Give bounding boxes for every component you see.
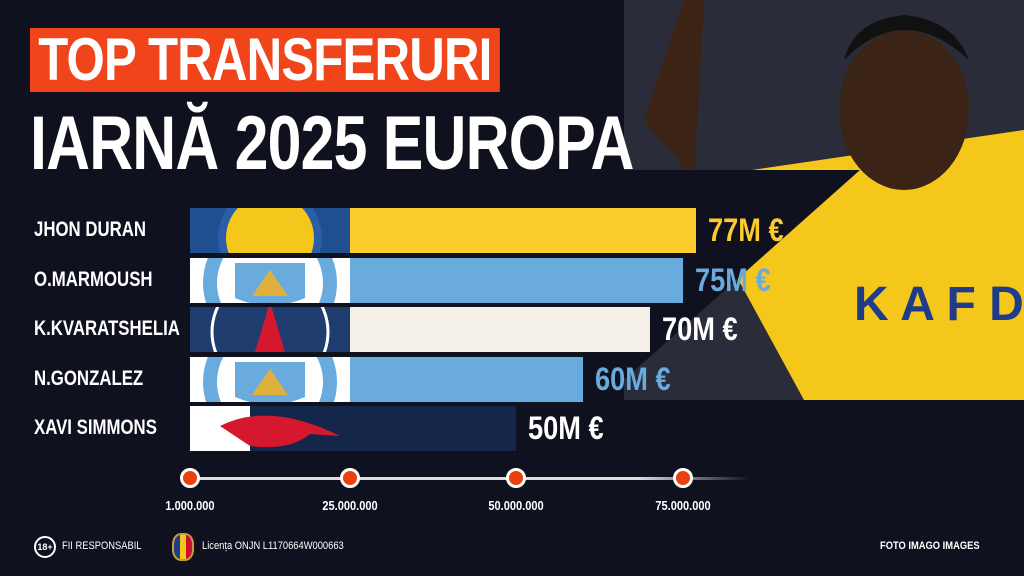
bar-category-label: JHON DURAN [34,218,147,241]
bar [190,356,584,402]
photo-credit: FOTO IMAGO IMAGES [880,540,980,552]
club-crest-icon [190,208,350,253]
club-crest-icon [190,257,350,303]
bar-value-label: 50M € [528,410,605,446]
x-axis-line [190,477,750,480]
title-line2: IARNĂ 2025 EUROPA [30,101,634,186]
bar-value-label: 60M € [595,360,671,397]
onjn-logo [172,533,194,561]
title-line1: TOP TRANSFERURI [30,28,500,92]
x-axis-tick-label: 25.000.000 [322,498,378,513]
bar [190,406,517,451]
bar-value-label: 75M € [695,261,771,298]
x-axis-tick-marker [339,468,360,488]
x-axis-tick-label: 75.000.000 [655,498,711,513]
x-axis-tick-label: 1.000.000 [165,498,215,513]
bar-value-label: 77M € [708,212,784,248]
x-axis-tick-label: 50.000.000 [488,498,545,513]
bar-value-label: 70M € [661,311,738,347]
bar-category-label: N.GONZALEZ [34,366,144,390]
bar [190,257,683,303]
bar [190,307,650,352]
svg-text:K A F D: K A F D [854,278,1024,331]
club-crest-icon [190,406,350,451]
x-axis-tick-marker [506,468,527,488]
bar-category-label: O.MARMOUSH [34,267,153,291]
bar-category-label: XAVI SIMMONS [34,416,157,439]
club-crest-icon [190,307,350,352]
bar-category-label: K.KVARATSHELIA [34,317,180,340]
player-photo: K A F D [624,0,1024,400]
responsible-text: FII RESPONSABIL [62,540,142,552]
license-text: Licența ONJN L1170664W000663 [202,540,344,552]
club-crest-icon [190,356,350,402]
x-axis-tick-marker [180,468,200,488]
bar [190,208,697,253]
age-18-badge: 18+ [34,536,56,558]
x-axis-tick-marker [673,468,693,488]
